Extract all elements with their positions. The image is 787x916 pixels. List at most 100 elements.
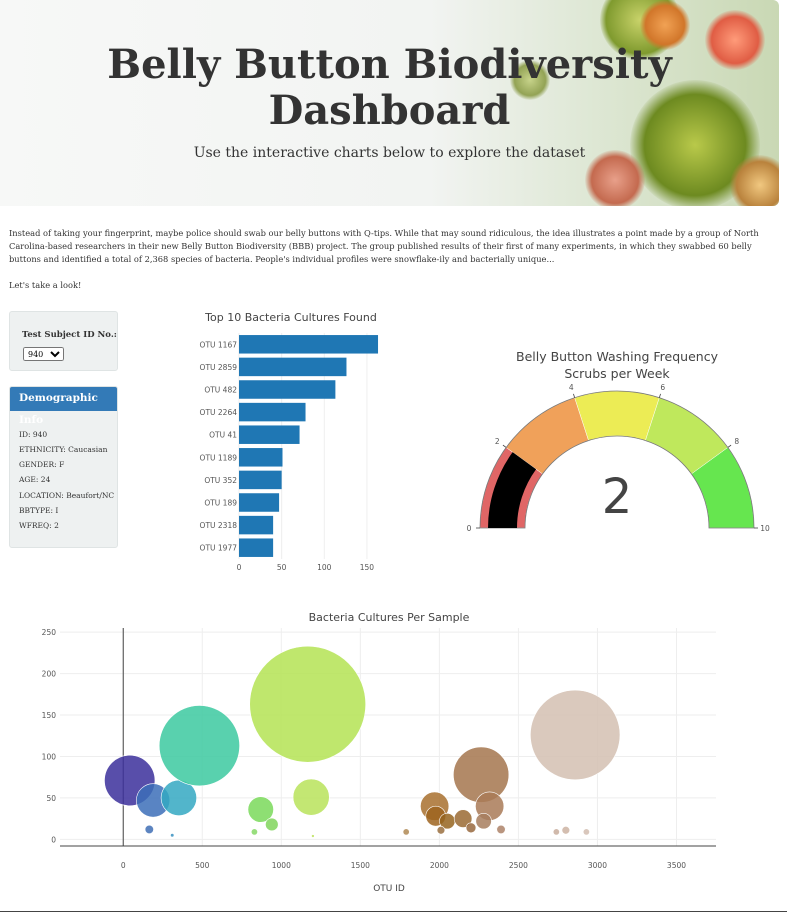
gauge-value: 2 (602, 469, 633, 525)
bubble-point[interactable] (496, 824, 506, 834)
bubble-y-tick-label: 150 (42, 711, 57, 720)
top10-bar-chart[interactable]: Top 10 Bacteria Cultures Found 0 50 100 150… (150, 305, 410, 575)
bubble-point[interactable] (292, 778, 330, 816)
bacteria-image (705, 10, 765, 70)
gauge-tick-label: 6 (660, 383, 665, 392)
bubble-x-tick-label: 0 (121, 861, 126, 870)
bar-x-tick-label: 0 (237, 563, 242, 572)
header-banner: Belly Button Biodiversity Dashboard Use … (0, 0, 779, 206)
bubble-x-tick-label: 2500 (509, 861, 528, 870)
gauge-band (574, 390, 660, 441)
bubble-point[interactable] (530, 689, 621, 781)
demo-ethnicity: ETHNICITY: Caucasian (19, 445, 108, 454)
page-subtitle: Use the interactive charts below to expl… (193, 145, 586, 161)
bacteria-image (585, 150, 645, 206)
bacteria-image (730, 155, 779, 206)
bubble-y-tick-label: 50 (46, 794, 56, 803)
bubble-point[interactable] (311, 834, 315, 838)
bubble-y-tick-label: 0 (51, 835, 56, 844)
bubble-point[interactable] (160, 779, 197, 817)
bacteria-image (510, 60, 550, 100)
gauge-tick-label: 0 (467, 524, 472, 533)
gauge-tick (658, 393, 661, 398)
bubble-x-tick-label: 1000 (272, 861, 291, 870)
bar-y-tick-label: OTU 2264 (200, 408, 238, 417)
bubble-y-tick-label: 250 (42, 628, 57, 637)
demo-location: LOCATION: Beaufort/NC (19, 491, 115, 500)
demo-gender: GENDER: F (19, 460, 65, 469)
gauge-tick-label: 8 (734, 437, 739, 446)
demo-id: ID: 940 (19, 430, 48, 439)
bar-y-tick-label: OTU 1977 (200, 544, 238, 553)
intro-lead: Let's take a look! (9, 280, 82, 290)
bubble-x-tick-label: 3500 (667, 861, 686, 870)
bar[interactable] (239, 425, 300, 444)
bar[interactable] (239, 470, 282, 490)
gauge-tick (573, 393, 576, 398)
bar-y-tick-label: OTU 2859 (200, 363, 238, 372)
bubble-chart[interactable]: Bacteria Cultures Per Sample 0 50 100 150 20… (0, 600, 787, 905)
bubble-point[interactable] (582, 828, 590, 836)
bubble-point[interactable] (158, 705, 240, 787)
bar[interactable] (239, 515, 274, 535)
bar[interactable] (239, 448, 283, 467)
bar[interactable] (239, 380, 336, 399)
bubble-point[interactable] (170, 833, 175, 838)
demo-bbtype: BBTYPE: I (19, 506, 59, 515)
bubble-point[interactable] (249, 645, 366, 763)
gauge-tick-label: 2 (495, 437, 500, 446)
gauge-tick-label: 4 (569, 383, 574, 392)
gauge-subtitle: Scrubs per Week (564, 366, 670, 381)
gauge-value-bar (488, 452, 537, 528)
bar[interactable] (239, 335, 379, 354)
bubble-x-tick-label: 2000 (430, 861, 449, 870)
bubble-point[interactable] (465, 822, 477, 834)
bubble-y-tick-label: 100 (42, 752, 57, 761)
bar-y-tick-label: OTU 1167 (200, 340, 238, 349)
bar-y-tick-label: OTU 41 (209, 431, 237, 440)
bar[interactable] (239, 402, 306, 422)
bar-y-tick-label: OTU 352 (204, 476, 237, 485)
bubble-point[interactable] (453, 746, 510, 803)
bar-y-tick-label: OTU 482 (204, 386, 237, 395)
demo-wfreq: WFREQ: 2 (19, 521, 59, 530)
bubble-point[interactable] (552, 828, 560, 836)
wash-frequency-gauge[interactable]: Belly Button Washing Frequency Scrubs pe… (460, 340, 780, 540)
bubble-point[interactable] (144, 824, 154, 834)
bacteria-image (640, 0, 690, 50)
bubble-point[interactable] (265, 817, 279, 832)
gauge-outline (479, 390, 755, 529)
subject-selector-panel: Test Subject ID No.: 940 (9, 311, 118, 371)
bubble-x-tick-label: 3000 (588, 861, 607, 870)
bar[interactable] (239, 493, 280, 512)
bubble-point[interactable] (402, 828, 410, 836)
bubble-point[interactable] (250, 828, 258, 836)
gauge-title: Belly Button Washing Frequency (516, 349, 719, 364)
intro-text: Instead of taking your fingerprint, mayb… (9, 227, 785, 305)
demographic-info-panel: Demographic Info ID: 940 ETHNICITY: Cauc… (9, 386, 118, 548)
bubble-x-axis-label: OTU ID (373, 884, 405, 894)
bar-x-tick-label: 50 (277, 563, 287, 572)
bubble-point[interactable] (247, 796, 274, 823)
bar-y-tick-label: OTU 2318 (200, 521, 238, 530)
bubble-point[interactable] (436, 826, 446, 835)
demographic-info-body: ID: 940 ETHNICITY: Caucasian GENDER: F A… (10, 411, 117, 533)
bar-y-tick-label: OTU 1189 (200, 453, 238, 462)
bar-x-tick-label: 100 (317, 563, 332, 572)
subject-selector-label: Test Subject ID No.: (22, 330, 117, 340)
bar-x-tick-label: 150 (360, 563, 375, 572)
bubble-x-tick-label: 1500 (351, 861, 370, 870)
bar[interactable] (239, 357, 347, 377)
page-title: Belly Button Biodiversity Dashboard (107, 41, 672, 134)
bubble-x-tick-label: 500 (195, 861, 210, 870)
bubble-y-tick-label: 200 (42, 670, 57, 679)
demographic-info-title: Demographic Info (10, 387, 117, 426)
bubble-point[interactable] (475, 813, 492, 830)
bubble-chart-title: Bacteria Cultures Per Sample (309, 611, 470, 624)
bubble-point[interactable] (561, 826, 571, 835)
bar[interactable] (239, 538, 274, 557)
gauge-tick (502, 444, 507, 448)
subject-id-dropdown[interactable]: 940 (23, 347, 64, 361)
bubble-point[interactable] (453, 809, 473, 828)
gauge-tick (727, 444, 732, 448)
